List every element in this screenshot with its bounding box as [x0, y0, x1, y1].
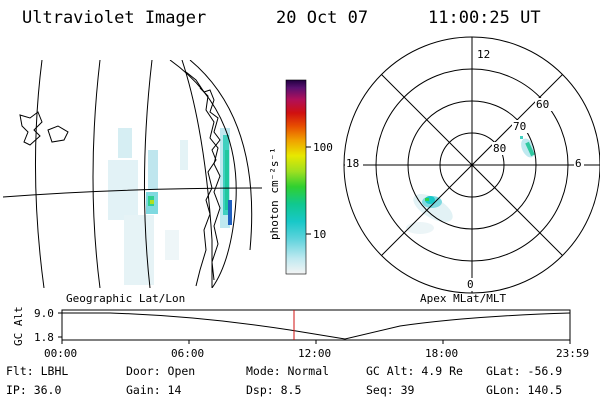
gc-alt-info: GC Alt: 4.9 Re — [366, 364, 463, 378]
geo-meridians — [34, 60, 253, 288]
geo-map-title: Geographic Lat/Lon — [66, 292, 185, 305]
geo-aurora-emission — [108, 128, 232, 285]
ip-info: IP: 36.0 — [6, 383, 62, 397]
polar-plot: 12 18 6 0 60 70 80 — [343, 36, 600, 294]
door-info: Door: Open — [126, 364, 196, 378]
lat-label-70: 70 — [513, 120, 526, 133]
date-label: 20 Oct 07 — [276, 8, 369, 28]
mlt-label-12: 12 — [477, 48, 490, 61]
gain-info: Gain: 14 — [126, 383, 182, 397]
mode-info: Mode: Normal — [246, 364, 330, 378]
polar-plot-title: Apex MLat/MLT — [420, 292, 506, 305]
alt-tick-1.8: 1.8 — [34, 331, 54, 344]
lat-label-60: 60 — [536, 98, 549, 111]
glon-info: GLon: 140.5 — [486, 383, 563, 397]
alt-axis-label: GC Alt — [12, 306, 25, 346]
colorbar: 100 10 photon cm⁻²s⁻¹ — [268, 79, 333, 275]
glat-info: GLat: -56.9 — [486, 364, 563, 378]
colorbar-tick-100: 100 — [313, 141, 333, 154]
time-tick-0000: 00:00 — [44, 347, 77, 360]
filter-info: Flt: LBHL — [6, 364, 69, 378]
colorbar-unit-label: photon cm⁻²s⁻¹ — [268, 147, 281, 240]
mlt-label-6: 6 — [575, 157, 582, 170]
geo-parallel — [3, 187, 263, 198]
time-tick-2359: 23:59 — [556, 347, 589, 360]
lat-label-80: 80 — [493, 142, 506, 155]
seq-info: Seq: 39 — [366, 383, 415, 397]
time-tick-0600: 06:00 — [171, 347, 204, 360]
time-tick-1200: 12:00 — [298, 347, 331, 360]
dsp-info: Dsp: 8.5 — [246, 383, 302, 397]
polar-aurora-emission — [406, 136, 535, 234]
time-tick-1800: 18:00 — [425, 347, 458, 360]
instrument-title: Ultraviolet Imager — [22, 8, 207, 28]
alt-tick-9: 9.0 — [34, 307, 54, 320]
geographic-map — [3, 60, 263, 288]
mlt-label-18: 18 — [346, 157, 359, 170]
altitude-curve — [62, 312, 571, 340]
geo-coastline — [19, 71, 221, 287]
mlt-label-0: 0 — [467, 278, 474, 291]
time-label: 11:00:25 UT — [428, 8, 541, 28]
altitude-plot: 9.0 1.8 GC Alt 00:00 06:00 12:00 18:00 2… — [12, 306, 589, 360]
colorbar-tick-10: 10 — [313, 228, 326, 241]
